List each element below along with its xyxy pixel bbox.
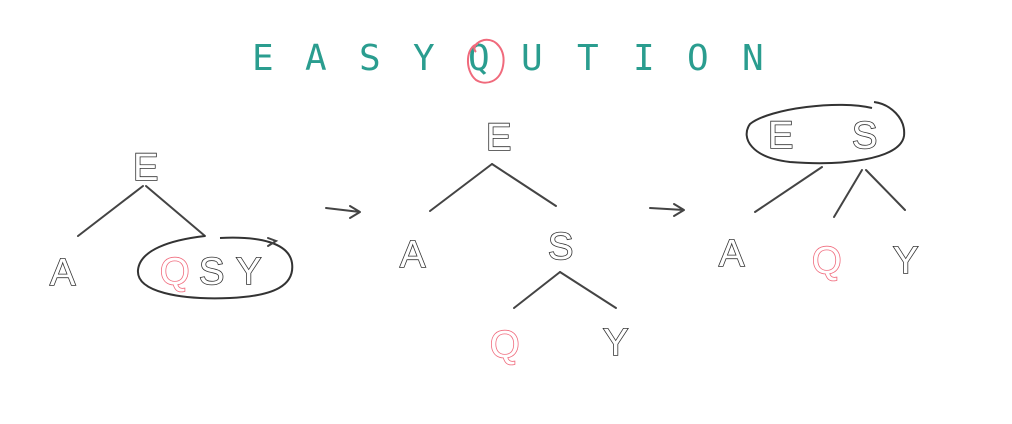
tree3-edge-right xyxy=(865,169,906,211)
tree2-left-label: A xyxy=(400,234,426,276)
tree3-edge-middle xyxy=(833,169,863,218)
transition-arrow-1 xyxy=(325,205,361,219)
tree1-merged-y-label: Y xyxy=(236,251,261,293)
tree3-a-label: A xyxy=(719,233,745,275)
tree3-root-e-label: E xyxy=(768,115,793,157)
tree2-edge-right-right xyxy=(559,271,617,309)
tree3-y-label: Y xyxy=(893,240,918,282)
tree1-edge-right xyxy=(145,185,206,237)
tree1-root-label: E xyxy=(133,147,158,189)
title-letter: N xyxy=(742,38,764,79)
tree-3: E S A Q Y xyxy=(718,101,919,283)
tree2-y-label: Y xyxy=(603,322,628,364)
title-highlight-circle xyxy=(467,38,505,84)
tree2-root-label: E xyxy=(486,117,511,159)
tree1-merge-arrowhead xyxy=(267,237,279,247)
title-letter: U xyxy=(521,38,543,79)
title-letter: O xyxy=(687,38,709,79)
tree2-q-label: Q xyxy=(490,324,520,366)
tree3-q-label: Q xyxy=(812,240,842,282)
tree1-edge-left xyxy=(77,185,144,237)
tree1-merged-q-label: Q xyxy=(160,251,190,293)
tree3-root-s-label: S xyxy=(852,115,877,157)
title-letter: Y xyxy=(413,38,435,79)
title-sequence: E A S Y Q U T I O N xyxy=(252,38,764,84)
title-letter: T xyxy=(577,38,599,79)
tree2-edge-right-left xyxy=(513,271,561,309)
title-letter: E xyxy=(252,38,274,79)
tree1-left-label: A xyxy=(50,252,76,294)
tree1-merged-s-label: S xyxy=(199,251,224,293)
transition-arrow-2 xyxy=(649,203,685,217)
tree-2: E A S Q Y xyxy=(399,116,629,367)
title-letter: S xyxy=(359,38,381,79)
tree2-edge-left xyxy=(429,163,493,212)
tree3-edge-left xyxy=(754,166,823,213)
title-letter: I xyxy=(633,38,655,79)
tree2-edge-right xyxy=(491,163,557,207)
title-letter: A xyxy=(305,38,327,79)
tree3-root-node-outline xyxy=(745,101,906,165)
tree1-merged-node-outline xyxy=(136,235,294,300)
tree-1: E A Q S Y xyxy=(49,146,294,300)
tree2-right-label: S xyxy=(548,226,573,268)
